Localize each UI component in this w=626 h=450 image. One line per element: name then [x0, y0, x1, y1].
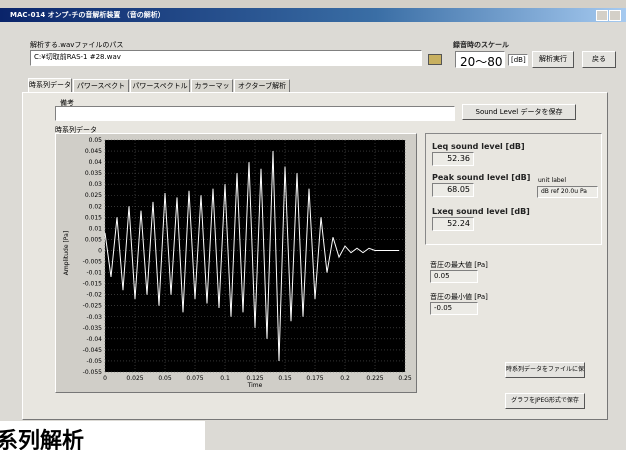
tab[interactable]: オクターブ解析 — [234, 79, 290, 92]
overlay-box: 系列解析 — [0, 421, 205, 450]
tab[interactable]: パワースペクトル dB — [130, 79, 190, 102]
x-axis-label: Time — [247, 382, 263, 389]
y-tick-label: 0.05 — [89, 137, 103, 144]
y-tick-label: 0 — [98, 247, 102, 254]
lxeq-label: Lxeq sound level [dB] — [432, 207, 530, 216]
min-value: -0.05 — [430, 302, 478, 315]
x-tick-label: 0.075 — [186, 375, 203, 382]
title-bar: MAC-014 オンプ-チの音解析装置 （音の解析） — [0, 8, 626, 22]
y-tick-label: -0.02 — [86, 292, 102, 299]
plot-area — [105, 140, 405, 372]
y-tick-label: -0.01 — [86, 270, 102, 277]
leq-label: Leq sound level [dB] — [432, 142, 525, 151]
y-tick-label: 0.01 — [89, 225, 103, 232]
y-tick-label: -0.05 — [86, 358, 102, 365]
save-series-button[interactable]: 時系列データをファイルに保存 — [505, 362, 585, 378]
leq-value: 52.36 — [432, 152, 474, 166]
x-tick-label: 0.175 — [306, 375, 323, 382]
y-tick-label: 0.04 — [89, 159, 103, 166]
scale-label: 録音時のスケール — [453, 41, 509, 49]
level-panel — [425, 133, 602, 245]
x-tick-label: 0.25 — [398, 375, 412, 382]
y-tick-label: 0.035 — [85, 170, 102, 177]
y-tick-label: 0.005 — [85, 236, 102, 243]
peak-value: 68.05 — [432, 183, 474, 197]
y-axis-label: Amplitude [Pa] — [63, 231, 70, 275]
remarks-field[interactable] — [55, 106, 455, 121]
y-tick-label: -0.025 — [83, 303, 103, 310]
y-tick-label: -0.005 — [83, 259, 103, 266]
y-tick-label: 0.045 — [85, 148, 102, 155]
chart: Amplitude [Pa] Time 0.05 0.045 0.04 0.035 0.… — [63, 137, 412, 389]
y-tick-label: -0.055 — [83, 369, 103, 376]
x-tick-label: 0.05 — [158, 375, 172, 382]
x-tick-label: 0.125 — [246, 375, 263, 382]
browse-icon[interactable] — [428, 54, 442, 65]
back-button[interactable]: 戻る — [582, 51, 616, 68]
unit-value: dB ref 20.0u Pa — [537, 186, 598, 198]
y-tick-label: 0.015 — [85, 214, 102, 221]
y-tick-label: 0.03 — [89, 181, 103, 188]
max-value: 0.05 — [430, 270, 478, 283]
y-tick-label: -0.04 — [86, 336, 102, 343]
window-title: MAC-014 オンプ-チの音解析装置 （音の解析） — [10, 11, 165, 19]
max-label: 音圧の最大値 [Pa] — [430, 261, 488, 269]
peak-label: Peak sound level [dB] — [432, 173, 531, 182]
y-tick-label: 0.025 — [85, 192, 102, 199]
remarks-label: 備考 — [60, 99, 74, 107]
x-tick-label: 0.225 — [366, 375, 383, 382]
y-tick-label: 0.02 — [89, 203, 103, 210]
tab[interactable]: 時系列データ — [28, 78, 72, 92]
chart-title: 時系列データ — [55, 126, 97, 134]
y-tick-label: -0.035 — [83, 325, 103, 332]
y-tick-label: -0.045 — [83, 347, 103, 354]
x-tick-label: 0.15 — [278, 375, 292, 382]
file-path[interactable]: C:¥切取前RAS-1 #28.wav — [30, 50, 422, 66]
x-tick-label: 0.2 — [340, 375, 350, 382]
save-jpeg-button[interactable]: グラフをJPEG形式で保存 — [505, 393, 585, 409]
run-button[interactable]: 解析実行 — [532, 51, 574, 68]
x-tick-label: 0 — [103, 375, 107, 382]
y-tick-label: -0.03 — [86, 314, 102, 321]
tab[interactable]: カラーマップ — [191, 79, 233, 102]
scale-value[interactable]: 20〜80 — [455, 51, 505, 68]
unit-label: unit label — [538, 177, 567, 184]
x-tick-label: 0.025 — [126, 375, 143, 382]
waveform — [104, 151, 399, 361]
scale-unit: [dB] — [508, 54, 528, 66]
minimize-button[interactable] — [596, 10, 608, 21]
file-label: 解析する.wavファイルのパス — [30, 41, 124, 49]
y-tick-label: -0.015 — [83, 281, 103, 288]
overlay-text: 系列解析 — [0, 429, 85, 450]
min-label: 音圧の最小値 [Pa] — [430, 293, 488, 301]
tab[interactable]: パワースペクトル — [73, 79, 129, 102]
close-button[interactable] — [609, 10, 621, 21]
lxeq-value: 52.24 — [432, 217, 474, 231]
save-level-button[interactable]: Sound Level データを保存 — [462, 104, 576, 120]
x-tick-label: 0.1 — [220, 375, 230, 382]
